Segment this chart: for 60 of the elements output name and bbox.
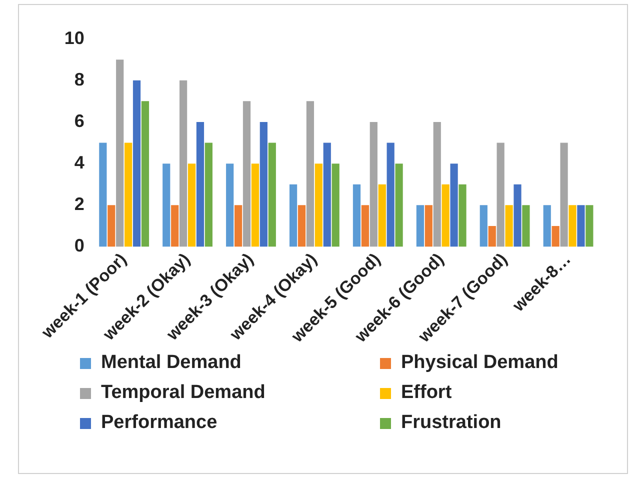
bar <box>162 164 170 247</box>
y-tick-label: 2 <box>74 194 84 214</box>
legend-label: Performance <box>101 412 218 434</box>
legend-label: Effort <box>401 382 452 404</box>
bar <box>116 60 124 247</box>
bar <box>424 205 432 247</box>
bar <box>204 142 212 247</box>
bar <box>234 205 242 247</box>
bar <box>141 101 150 247</box>
y-tick-label: 6 <box>74 110 84 131</box>
bar <box>552 226 560 247</box>
bar <box>480 205 488 247</box>
legend-label: Mental Demand <box>101 352 242 374</box>
bar <box>370 122 378 247</box>
bar <box>395 164 403 247</box>
bar <box>514 184 522 247</box>
bar <box>306 101 314 247</box>
bar <box>378 184 386 247</box>
bar <box>543 205 551 247</box>
bar <box>251 164 260 247</box>
bar <box>416 205 424 247</box>
bar <box>332 164 340 247</box>
bar <box>522 205 530 247</box>
bar <box>289 184 298 247</box>
bar <box>505 205 513 247</box>
bar <box>323 142 331 247</box>
legend-label: Physical Demand <box>401 352 558 374</box>
y-tick-label: 8 <box>74 69 84 90</box>
bar <box>361 205 370 247</box>
bar <box>108 205 116 247</box>
bar <box>496 142 504 247</box>
bar <box>433 122 441 247</box>
bar <box>577 205 585 247</box>
bar <box>268 142 276 247</box>
bar <box>298 205 306 247</box>
bar <box>352 184 361 247</box>
bar <box>124 142 132 247</box>
y-tick-label: 4 <box>74 152 84 173</box>
bar <box>568 205 576 247</box>
bar <box>586 205 594 247</box>
bar <box>260 122 268 247</box>
bar <box>188 164 196 247</box>
bar <box>442 184 450 247</box>
bar <box>132 80 141 247</box>
bar <box>386 142 394 247</box>
bar <box>179 80 188 247</box>
bar <box>450 164 458 247</box>
y-tick-label: 0 <box>74 236 84 256</box>
bar <box>458 184 466 247</box>
bar <box>99 142 107 247</box>
bar <box>314 164 322 247</box>
bar <box>488 226 496 247</box>
bar <box>171 205 179 247</box>
bar <box>560 142 568 247</box>
bar <box>242 101 251 247</box>
y-tick-label: 10 <box>64 28 84 48</box>
bar <box>196 122 204 247</box>
bar <box>226 164 234 247</box>
legend-label: Frustration <box>401 412 502 434</box>
legend-label: Temporal Demand <box>101 382 266 404</box>
